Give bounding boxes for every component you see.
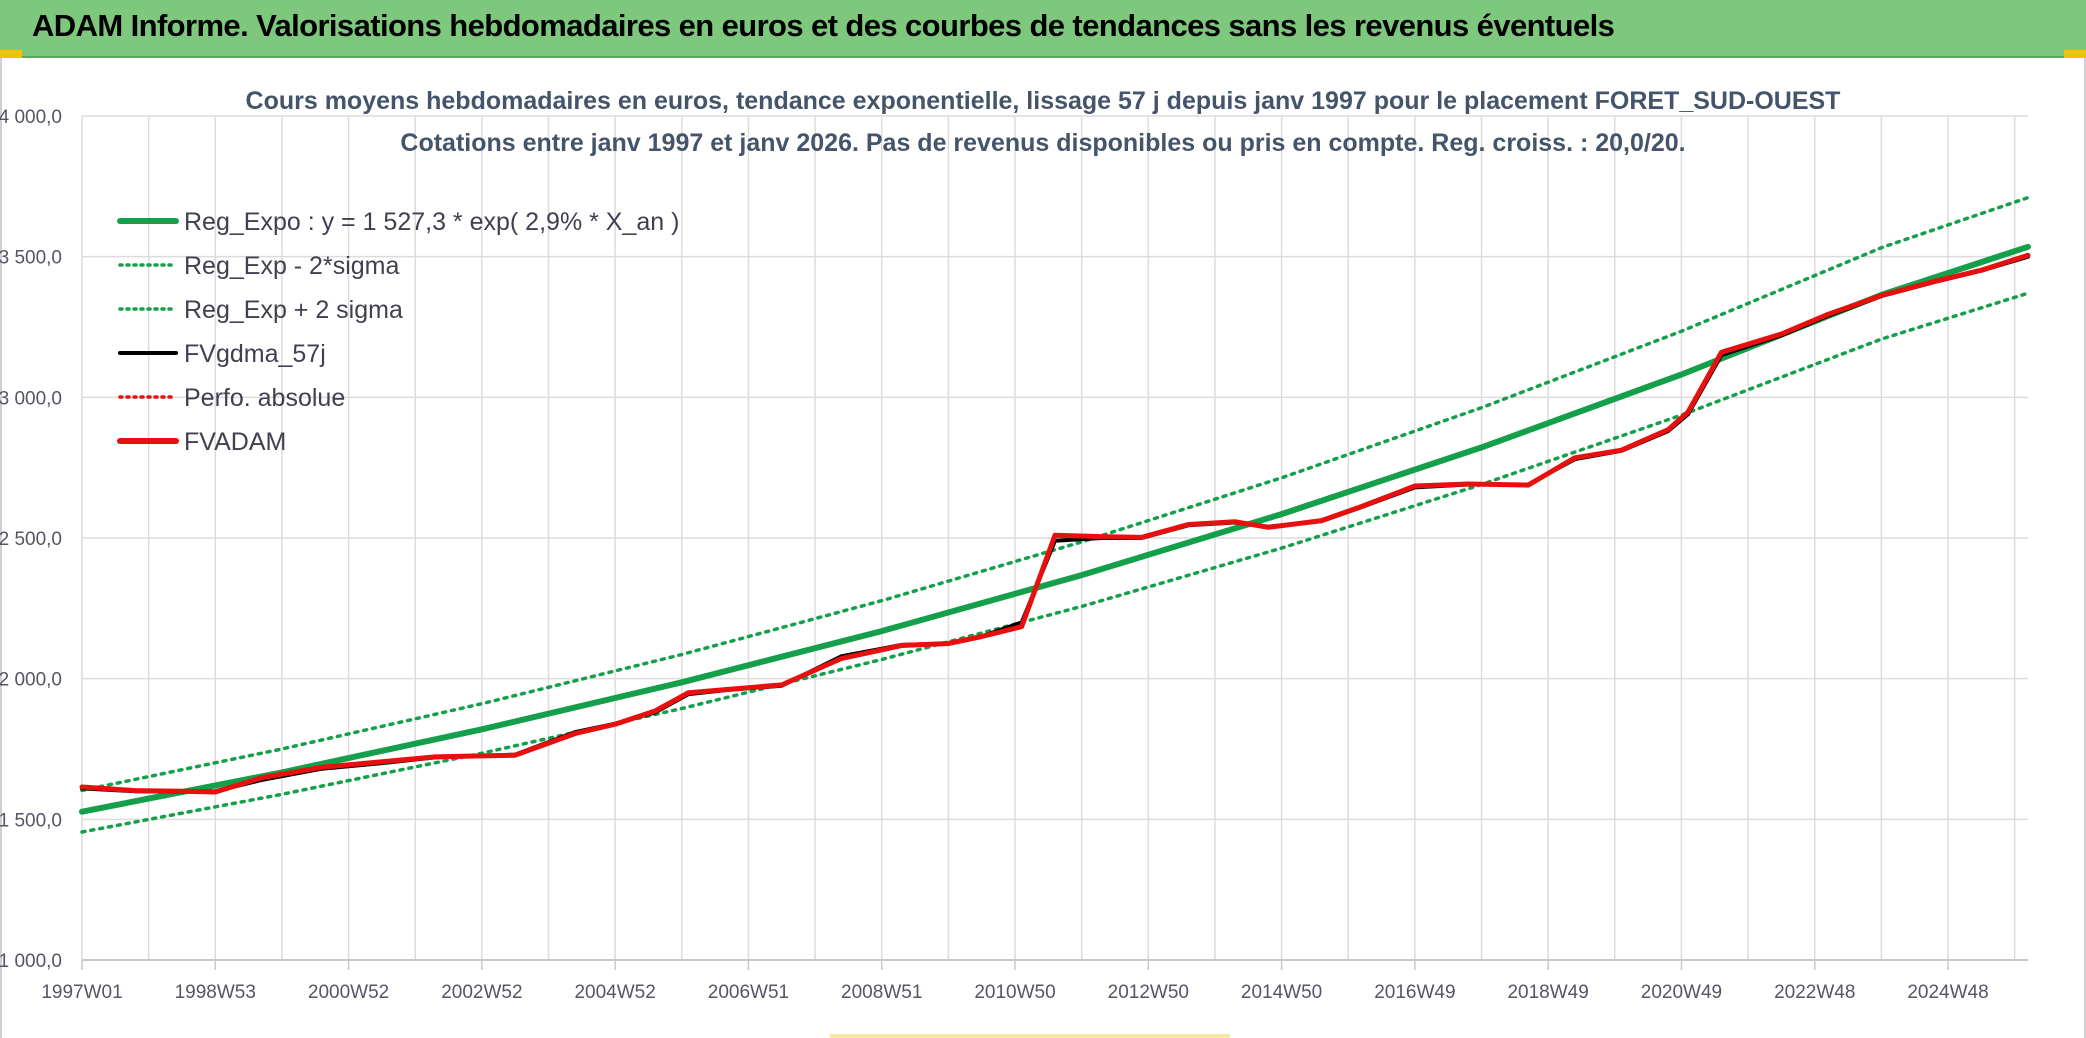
x-axis-ticks: 1997W01 1998W53 2000W52 2002W52 2004W52 2006W… [41,982,1988,1003]
x-tick-label: 2002W52 [441,982,522,1003]
x-tick-label: 1998W53 [175,982,256,1003]
x-tick-label: 2000W52 [308,982,389,1003]
y-tick-label: 2 000,0 [0,670,62,691]
legend-label: FVgdma_57j [184,340,326,368]
y-axis-ticks: 1 000,0 1 500,0 2 000,0 2 500,0 3 000,0 3 500… [0,107,62,972]
corner-marker-left [0,50,22,58]
fvgdma-line [80,254,2030,794]
x-tick-label: 2020W49 [1641,982,1722,1003]
x-tick-label: 2010W50 [974,982,1055,1003]
y-tick-label: 2 500,0 [0,529,62,550]
lower-band-line [80,291,2030,834]
report-title: ADAM Informe. Valorisations hebdomadaire… [32,8,1615,43]
legend-label: Perfo. absolue [184,384,345,412]
x-tick-label: 2018W49 [1507,982,1588,1003]
chart-frame [0,58,2086,1038]
x-tick-label: 2022W48 [1774,982,1855,1003]
y-tick-label: 4 000,0 [0,107,62,128]
chart-title-line1: Cours moyens hebdomadaires en euros, ten… [246,87,1841,115]
x-tick-label: 2012W50 [1108,982,1189,1003]
chart-title-line2: Cotations entre janv 1997 et janv 2026. … [400,129,1685,157]
upper-band-line [80,195,2030,793]
x-tick-label: 2024W48 [1907,982,1988,1003]
y-tick-label: 3 500,0 [0,248,62,269]
x-tick-label: 2008W51 [841,982,922,1003]
y-tick-label: 1 500,0 [0,810,62,831]
x-tick-label: 2016W49 [1374,982,1455,1003]
corner-marker-right [2064,50,2086,58]
y-tick-label: 1 000,0 [0,951,62,972]
legend-label: FVADAM [184,428,286,456]
series-lines [79,195,2031,834]
x-tick-label: 1997W01 [41,982,122,1003]
legend-label: Reg_Exp + 2 sigma [184,296,403,324]
trend-chart: 1 000,0 1 500,0 2 000,0 2 500,0 3 000,0 3 500… [0,87,2031,1003]
x-tick-label: 2006W51 [708,982,789,1003]
report-banner: ADAM Informe. Valorisations hebdomadaire… [0,0,2086,58]
bottom-accent [830,1034,1230,1038]
x-tick-label: 2014W50 [1241,982,1322,1003]
y-tick-label: 3 000,0 [0,388,62,409]
legend: Reg_Expo : y = 1 527,3 * exp( 2,9% * X_a… [117,208,679,456]
legend-label: Reg_Expo : y = 1 527,3 * exp( 2,9% * X_a… [184,208,679,236]
x-tick-label: 2004W52 [574,982,655,1003]
legend-label: Reg_Exp - 2*sigma [184,252,399,280]
fvadam-line [79,252,2031,795]
